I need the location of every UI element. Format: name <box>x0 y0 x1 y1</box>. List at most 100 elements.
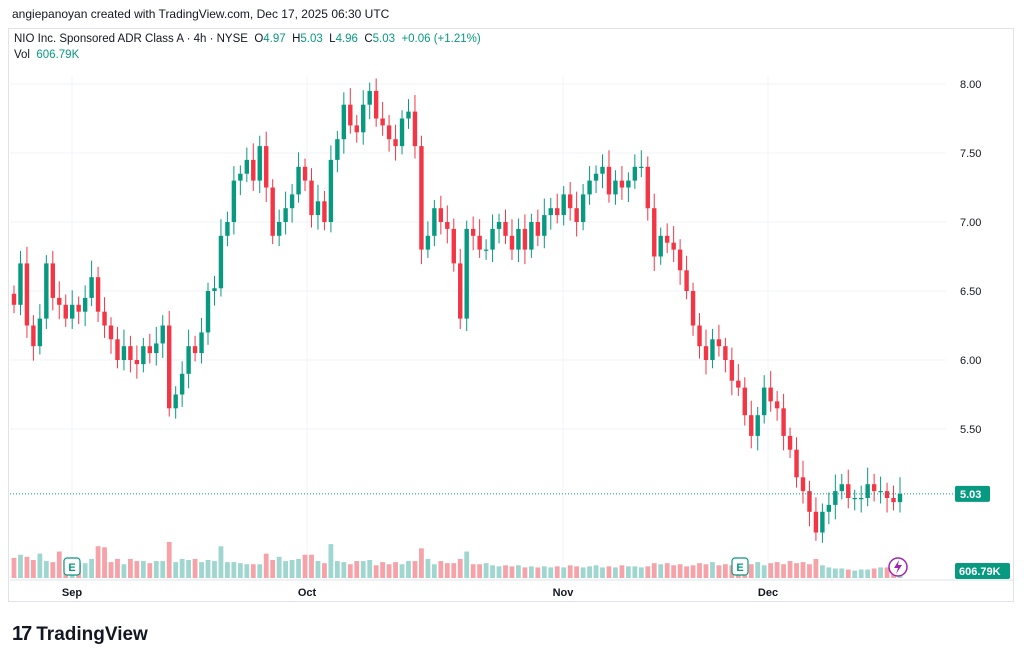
volume-bar <box>212 561 217 578</box>
lightning-icon <box>894 560 902 574</box>
volume-bar <box>878 567 883 578</box>
volume-bar <box>884 567 890 578</box>
volume-bar <box>503 565 508 578</box>
candle-body <box>490 228 495 250</box>
volume-bar <box>852 570 858 578</box>
candle-body <box>173 394 178 409</box>
candle-body <box>846 484 851 498</box>
volume-bar <box>102 547 107 578</box>
volume-bar <box>781 564 786 578</box>
candle-body <box>276 222 282 236</box>
volume-bar <box>50 562 56 578</box>
candle-body <box>710 339 715 360</box>
candle-body <box>348 104 353 126</box>
volume-bar <box>173 562 179 578</box>
earnings-marker <box>731 557 749 576</box>
volume-bar <box>716 565 722 578</box>
volume-bar <box>593 565 599 578</box>
volume-bar <box>541 566 547 578</box>
open-value: 4.97 <box>263 33 286 45</box>
volume-bar <box>794 563 799 578</box>
candle-body <box>212 288 217 291</box>
volume-bar <box>613 567 618 578</box>
earnings-marker-label: E <box>736 562 743 574</box>
volume-bar <box>522 567 528 578</box>
candle-body <box>723 346 728 360</box>
volume-bar <box>839 568 845 578</box>
candle-body <box>70 304 75 319</box>
candle-body <box>483 249 489 251</box>
candle-body <box>736 380 741 388</box>
candle-body <box>548 208 553 216</box>
volume-bar <box>826 567 832 578</box>
candle-body <box>218 235 224 289</box>
symbol-title[interactable]: NIO Inc. Sponsored ADR Class A · 4h · NY… <box>14 33 248 45</box>
change-value: +0.06 (+1.21%) <box>401 33 481 45</box>
candle-body <box>108 325 114 340</box>
volume-bar <box>380 562 386 578</box>
candle-body <box>749 415 754 436</box>
candle-body <box>289 194 295 209</box>
candle-body <box>794 449 799 478</box>
candle-body <box>774 401 780 409</box>
candle-body <box>833 491 838 505</box>
volume-bar <box>865 569 871 578</box>
candle-body <box>225 222 230 236</box>
candle-body <box>167 325 172 409</box>
candle-body <box>664 235 670 243</box>
volume-bar <box>845 569 851 578</box>
volume-bar <box>606 566 612 578</box>
candle-body <box>264 146 269 188</box>
volume-bar <box>664 563 670 578</box>
volume-bar <box>309 554 314 578</box>
candle-body <box>600 166 605 174</box>
candle-body <box>587 180 592 195</box>
volume-bar <box>490 565 495 578</box>
volume-bar <box>328 544 334 578</box>
candle-body <box>393 139 398 147</box>
volume-bar <box>263 553 269 578</box>
candle-body <box>192 346 198 354</box>
candle-body <box>205 291 211 333</box>
candle-body <box>18 263 23 305</box>
volume-bar <box>257 564 263 578</box>
candle-body <box>50 263 56 298</box>
price-tick: 6.00 <box>960 355 981 367</box>
volume-bar <box>24 556 30 578</box>
candle-body <box>141 346 146 365</box>
volume-bar <box>431 564 437 578</box>
volume-bar <box>347 564 353 578</box>
high-value: 5.03 <box>300 33 323 45</box>
price-tick: 7.00 <box>960 217 981 229</box>
last-volume-label: 606.79K <box>959 566 1001 578</box>
volume-label[interactable]: Vol <box>14 49 30 61</box>
volume-bar <box>302 554 308 578</box>
volume-bar <box>360 561 366 578</box>
volume-bar <box>574 566 580 578</box>
candle-body <box>24 263 30 326</box>
volume-bar <box>477 564 483 578</box>
volume-bar <box>871 568 877 578</box>
volume-legend: Vol 606.79K <box>14 49 79 61</box>
candle-body <box>477 235 482 250</box>
last-price-label: 5.03 <box>960 489 981 501</box>
candle-body <box>755 415 760 436</box>
candle-body <box>800 477 806 492</box>
volume-bar <box>464 551 470 578</box>
volume-bar <box>225 562 230 578</box>
volume-bar <box>115 558 120 578</box>
volume-bar <box>444 563 450 578</box>
candle-body <box>567 194 573 209</box>
volume-bar <box>18 554 23 578</box>
volume-bar <box>147 563 153 578</box>
candle-body <box>11 293 17 305</box>
volume-bar <box>483 563 489 578</box>
candle-body <box>820 511 825 533</box>
tradingview-logo[interactable]: 17 TradingView <box>12 623 148 646</box>
price-tick: 7.50 <box>960 148 981 160</box>
candle-body <box>658 235 663 257</box>
volume-bar <box>832 568 838 578</box>
volume-bar <box>186 560 192 578</box>
candle-body <box>606 166 612 195</box>
